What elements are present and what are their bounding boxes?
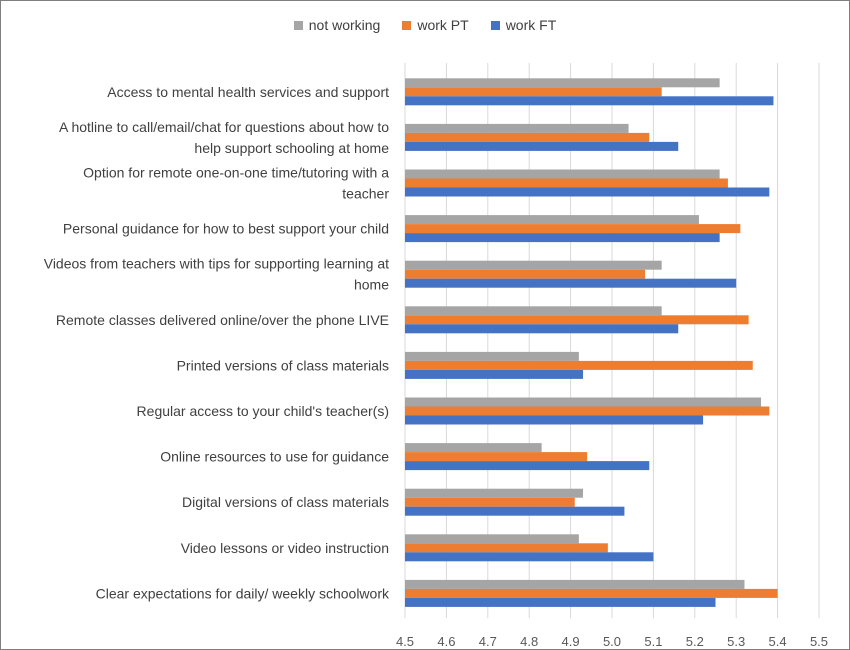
x-tick-label: 5.0 <box>603 634 621 649</box>
bar <box>405 588 778 598</box>
bar <box>405 278 737 288</box>
legend-item-work-ft: work FT <box>490 17 557 33</box>
bar <box>405 415 704 425</box>
bar <box>405 351 579 361</box>
category-label-line: help support schooling at home <box>194 140 389 156</box>
bar <box>405 369 584 379</box>
bar <box>405 543 608 553</box>
category-label: A hotline to call/email/chat for questio… <box>59 119 389 156</box>
x-tick-label: 4.9 <box>562 634 580 649</box>
bar <box>405 597 716 607</box>
category-label: Printed versions of class materials <box>177 357 389 373</box>
bar <box>405 233 720 243</box>
category-label-line: Clear expectations for daily/ weekly sch… <box>96 585 390 601</box>
bar <box>405 169 720 179</box>
x-tick-label: 4.6 <box>437 634 455 649</box>
bar <box>405 96 774 106</box>
bar <box>405 497 575 507</box>
bar <box>405 406 770 416</box>
bar <box>405 224 741 234</box>
category-label: Videos from teachers with tips for suppo… <box>44 256 389 293</box>
bar <box>405 260 662 270</box>
category-label: Regular access to your child's teacher(s… <box>137 403 389 419</box>
bar <box>405 315 749 325</box>
bars <box>405 78 778 607</box>
legend: not working work PT work FT <box>1 17 849 33</box>
bar <box>405 443 542 453</box>
bar <box>405 123 629 133</box>
bar <box>405 78 720 88</box>
legend-label-not-working: not working <box>308 17 381 33</box>
legend-label-work-pt: work PT <box>417 17 469 33</box>
category-label: Online resources to use for guidance <box>160 449 389 465</box>
bar <box>405 461 650 471</box>
legend-item-not-working: not working <box>293 17 381 33</box>
bar <box>405 397 762 407</box>
category-label-line: Option for remote one-on-one time/tutori… <box>83 165 389 181</box>
legend-swatch-work-pt <box>402 20 412 30</box>
bar <box>405 269 646 279</box>
bar <box>405 579 745 589</box>
category-label-line: home <box>354 277 389 293</box>
bar <box>405 215 699 225</box>
category-label-line: Remote classes delivered online/over the… <box>56 312 389 328</box>
x-tick-label: 5.2 <box>686 634 704 649</box>
bar <box>405 360 753 370</box>
bar <box>405 452 588 462</box>
x-tick-label: 5.1 <box>644 634 662 649</box>
category-label-line: Personal guidance for how to best suppor… <box>63 221 389 237</box>
bar <box>405 534 579 544</box>
x-tick-label: 4.5 <box>396 634 414 649</box>
category-label-line: Online resources to use for guidance <box>160 449 389 465</box>
category-label-line: Regular access to your child's teacher(s… <box>137 403 389 419</box>
x-tick-label: 5.4 <box>769 634 787 649</box>
category-labels: Access to mental health services and sup… <box>44 84 390 602</box>
x-tick-label: 5.5 <box>810 634 828 649</box>
bar <box>405 141 679 151</box>
category-label: Option for remote one-on-one time/tutori… <box>83 165 389 202</box>
gridlines <box>404 63 820 619</box>
bar <box>405 87 662 97</box>
category-label-line: Printed versions of class materials <box>177 357 389 373</box>
category-label: Personal guidance for how to best suppor… <box>63 221 389 237</box>
legend-swatch-work-ft <box>490 20 500 30</box>
bar <box>405 187 770 197</box>
category-label-line: teacher <box>342 186 389 202</box>
bar <box>405 324 679 334</box>
legend-swatch-not-working <box>293 20 303 30</box>
category-label: Remote classes delivered online/over the… <box>56 312 389 328</box>
bar <box>405 132 650 142</box>
bar <box>405 506 625 516</box>
x-tick-label: 4.8 <box>520 634 538 649</box>
category-label: Access to mental health services and sup… <box>107 84 389 100</box>
category-label-line: Access to mental health services and sup… <box>107 84 389 100</box>
category-label-line: Video lessons or video instruction <box>181 540 389 556</box>
category-label-line: Videos from teachers with tips for suppo… <box>44 256 389 272</box>
tick-labels: 4.5 4.6 4.7 4.8 4.9 5.0 5.1 5.2 5.3 5.4 5.5 <box>396 634 828 649</box>
bar <box>405 552 654 562</box>
category-label: Video lessons or video instruction <box>181 540 389 556</box>
category-label: Digital versions of class materials <box>182 494 389 510</box>
category-label: Clear expectations for daily/ weekly sch… <box>96 585 390 601</box>
bar <box>405 178 728 188</box>
x-tick-label: 4.7 <box>479 634 497 649</box>
category-label-line: A hotline to call/email/chat for questio… <box>59 119 389 135</box>
x-tick-label: 5.3 <box>727 634 745 649</box>
category-label-line: Digital versions of class materials <box>182 494 389 510</box>
bar <box>405 306 662 316</box>
bar <box>405 488 584 498</box>
legend-item-work-pt: work PT <box>402 17 469 33</box>
legend-label-work-ft: work FT <box>505 17 557 33</box>
